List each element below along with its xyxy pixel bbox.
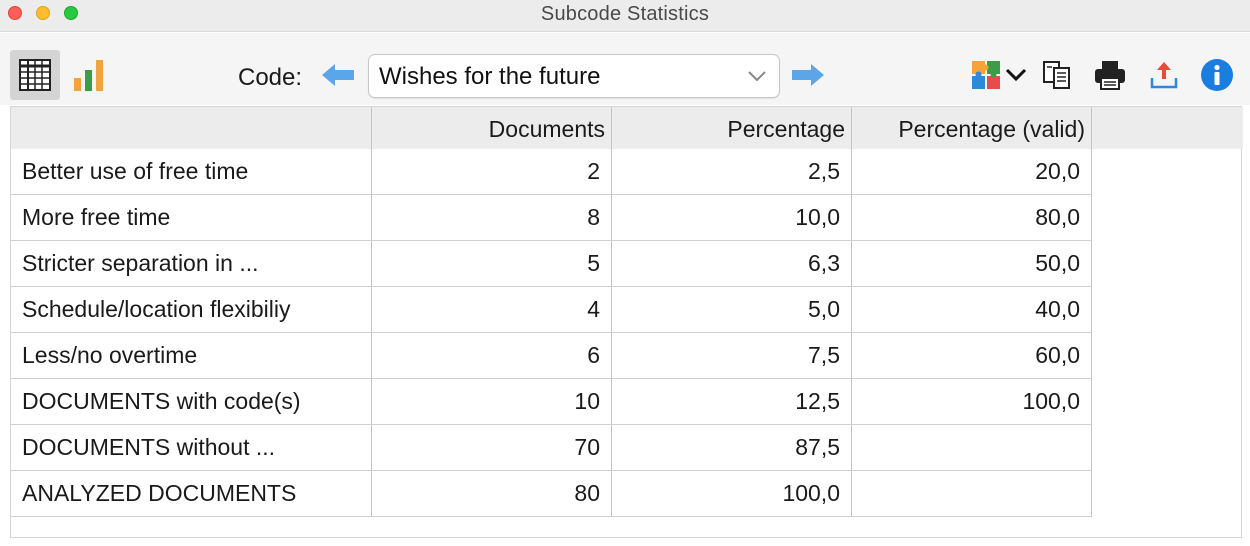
arrow-left-icon (322, 64, 354, 86)
row-documents: 10 (372, 379, 612, 424)
row-documents: 5 (372, 241, 612, 286)
row-documents: 8 (372, 195, 612, 240)
window-title: Subcode Statistics (540, 3, 710, 25)
row-percentage-valid: 80,0 (852, 195, 1092, 240)
row-percentage: 100,0 (612, 471, 852, 516)
row-percentage-valid (852, 425, 1092, 470)
row-name: Stricter separation in ... (11, 241, 372, 286)
column-header-name[interactable] (11, 107, 372, 149)
row-percentage: 10,0 (612, 195, 852, 240)
table-row[interactable]: Better use of free time 2 2,5 20,0 (11, 149, 1092, 195)
row-documents: 70 (372, 425, 612, 470)
row-name: Better use of free time (11, 149, 372, 194)
table-row[interactable]: More free time 8 10,0 80,0 (11, 195, 1092, 241)
close-window-button[interactable] (8, 6, 22, 20)
chevron-down-icon (748, 71, 766, 82)
print-icon (1095, 61, 1125, 90)
zoom-window-button[interactable] (64, 6, 78, 20)
chevron-down-icon (1005, 68, 1026, 82)
column-header-percentage[interactable]: Percentage (612, 107, 852, 149)
print-button[interactable] (1090, 55, 1130, 95)
row-percentage-valid (852, 471, 1092, 516)
export-icon (1150, 62, 1178, 89)
row-name: Less/no overtime (11, 333, 372, 378)
table-header: Documents Percentage Percentage (valid) (11, 107, 1243, 149)
row-percentage-valid: 40,0 (852, 287, 1092, 332)
row-name: DOCUMENTS with code(s) (11, 379, 372, 424)
table-row[interactable]: Stricter separation in ... 5 6,3 50,0 (11, 241, 1092, 287)
row-percentage: 87,5 (612, 425, 852, 470)
copy-button[interactable] (1037, 55, 1077, 95)
row-percentage-valid: 100,0 (852, 379, 1092, 424)
row-percentage-valid: 60,0 (852, 333, 1092, 378)
row-percentage-valid: 20,0 (852, 149, 1092, 194)
table-view-button[interactable] (10, 50, 60, 100)
row-name: DOCUMENTS without ... (11, 425, 372, 470)
code-select[interactable]: Wishes for the future (368, 54, 780, 98)
table-row[interactable]: DOCUMENTS without ... 70 87,5 (11, 425, 1092, 471)
info-icon (1201, 59, 1233, 91)
copy-icon (1043, 61, 1070, 89)
row-percentage: 12,5 (612, 379, 852, 424)
row-percentage-valid: 50,0 (852, 241, 1092, 286)
arrow-right-icon (792, 64, 824, 86)
table-row[interactable]: DOCUMENTS with code(s) 10 12,5 100,0 (11, 379, 1092, 425)
table-grid-icon (19, 59, 51, 91)
toolbar: Code: Wishes for the future (0, 33, 1250, 105)
row-percentage: 7,5 (612, 333, 852, 378)
minimize-window-button[interactable] (36, 6, 50, 20)
table-row[interactable]: ANALYZED DOCUMENTS 80 100,0 (11, 471, 1092, 517)
title-bar: Subcode Statistics (0, 0, 1250, 32)
bar-chart-icon (74, 60, 103, 91)
row-percentage: 6,3 (612, 241, 852, 286)
code-options-button[interactable] (966, 55, 1030, 95)
previous-code-button[interactable] (320, 57, 356, 93)
column-header-documents[interactable]: Documents (372, 107, 612, 149)
row-documents: 80 (372, 471, 612, 516)
table-row[interactable]: Schedule/location flexibiliy 4 5,0 40,0 (11, 287, 1092, 333)
row-documents: 6 (372, 333, 612, 378)
row-percentage: 5,0 (612, 287, 852, 332)
export-button[interactable] (1144, 55, 1184, 95)
puzzle-icon (971, 61, 1000, 89)
row-documents: 2 (372, 149, 612, 194)
next-code-button[interactable] (790, 57, 826, 93)
info-button[interactable] (1197, 55, 1237, 95)
row-name: Schedule/location flexibiliy (11, 287, 372, 332)
code-select-value: Wishes for the future (379, 63, 601, 90)
row-name: ANALYZED DOCUMENTS (11, 471, 372, 516)
chart-view-button[interactable] (64, 50, 114, 100)
statistics-table: Documents Percentage Percentage (valid) … (10, 106, 1243, 538)
column-header-percentage-valid[interactable]: Percentage (valid) (852, 107, 1092, 149)
table-row[interactable]: Less/no overtime 6 7,5 60,0 (11, 333, 1092, 379)
row-name: More free time (11, 195, 372, 240)
code-label: Code: (238, 64, 303, 91)
row-percentage: 2,5 (612, 149, 852, 194)
row-documents: 4 (372, 287, 612, 332)
